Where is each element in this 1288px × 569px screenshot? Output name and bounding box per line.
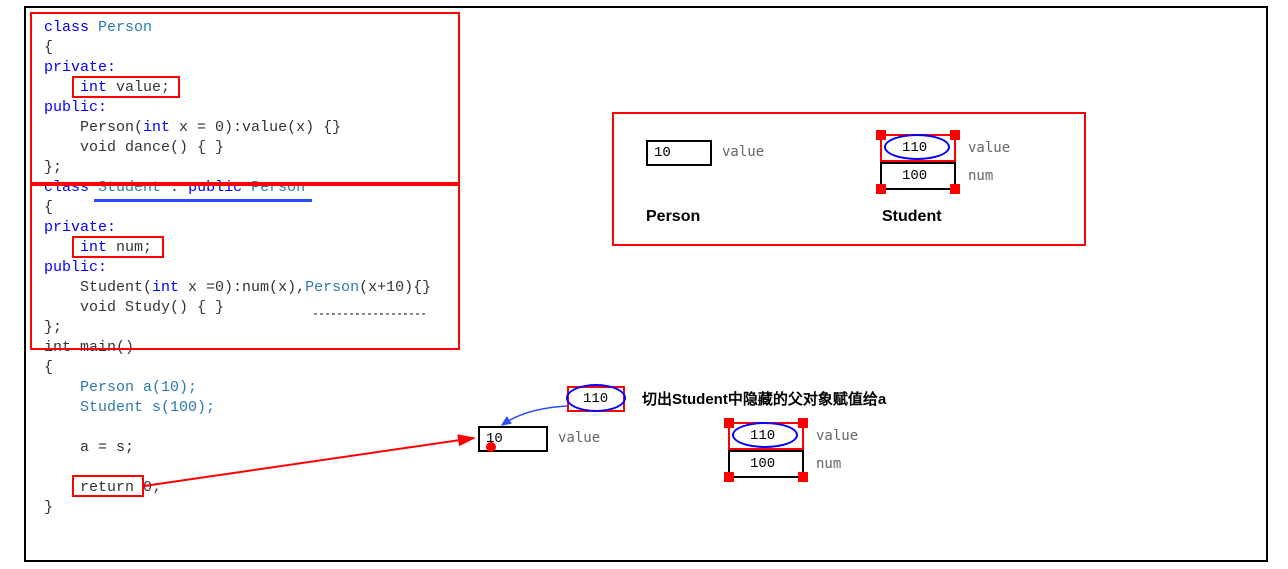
- corner: [724, 472, 734, 482]
- label-value-1: value: [722, 144, 764, 160]
- stmt-person-a: Person a(10);: [80, 379, 197, 396]
- s-num-box: 100: [728, 450, 804, 478]
- red-dot: [486, 442, 496, 452]
- redbox-person-class: [30, 12, 460, 184]
- label-person: Person: [646, 208, 700, 226]
- label-value-2: value: [968, 140, 1010, 156]
- underline-student-decl: [94, 199, 312, 202]
- brace: {: [44, 359, 53, 376]
- end: }: [44, 499, 53, 516]
- student-num-text: 100: [902, 168, 927, 184]
- redbox-student-class: [30, 184, 460, 350]
- ellipse-sliced: [566, 384, 626, 412]
- corner: [724, 418, 734, 428]
- person-value-text: 10: [654, 145, 671, 161]
- redbox-int-value: [72, 76, 180, 98]
- corner: [798, 472, 808, 482]
- slice-annotation: 切出Student中隐藏的父对象赋值给a: [642, 388, 886, 409]
- label-value-3: value: [558, 430, 600, 446]
- ellipse-110-top: [884, 134, 950, 160]
- corner: [950, 130, 960, 140]
- student-num-box: 100: [880, 162, 956, 190]
- redbox-assign: [72, 475, 144, 497]
- diagram-frame: class Person { private: int value; publi…: [24, 6, 1268, 562]
- redbox-int-num: [72, 236, 164, 258]
- corner: [798, 418, 808, 428]
- stmt-assign: a = s;: [80, 439, 134, 456]
- person-value-box: 10: [646, 140, 712, 166]
- label-num-2: num: [816, 456, 841, 472]
- s-num-text: 100: [750, 456, 775, 472]
- corner: [950, 184, 960, 194]
- ellipse-110-bottom: [732, 422, 798, 448]
- label-num-1: num: [968, 168, 993, 184]
- corner: [876, 130, 886, 140]
- corner: [876, 184, 886, 194]
- stmt-student-s: Student s(100);: [80, 399, 215, 416]
- label-value-4: value: [816, 428, 858, 444]
- label-student: Student: [882, 208, 942, 226]
- underline-person-init: [314, 313, 426, 315]
